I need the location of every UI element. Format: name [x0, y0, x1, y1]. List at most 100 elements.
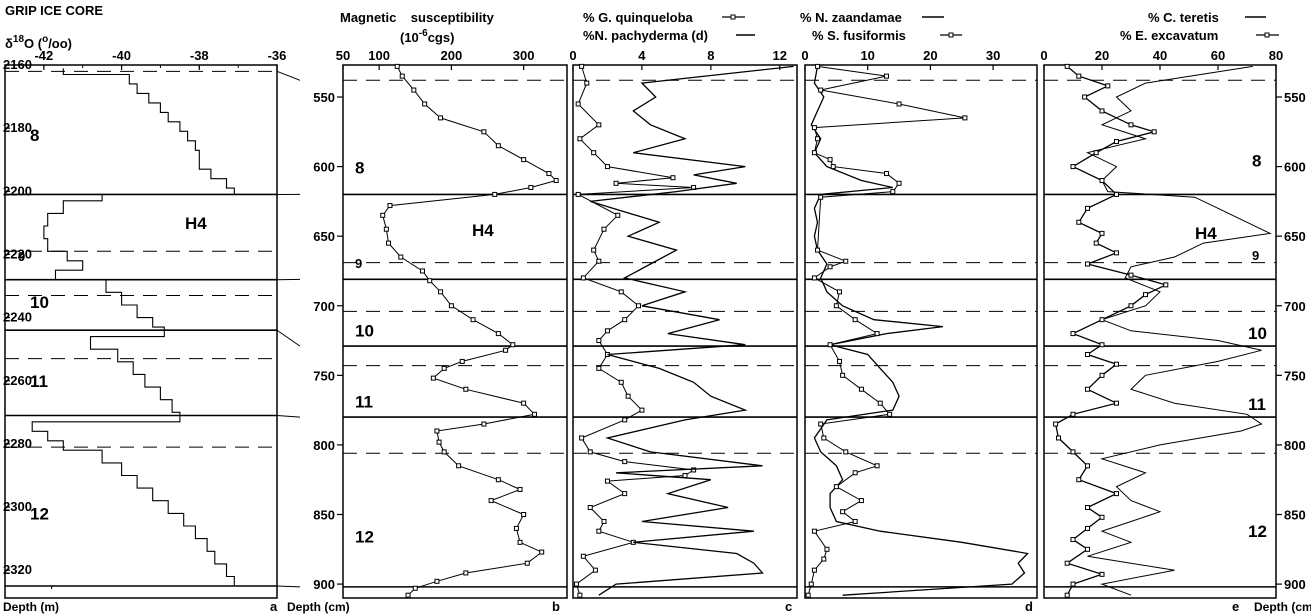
y-tick-label: 2320 — [3, 562, 32, 577]
data-point-e — [1085, 505, 1090, 511]
data-point-d — [821, 435, 827, 441]
data-point-c — [682, 473, 688, 479]
data-point-d — [818, 421, 824, 427]
data-point-e — [1114, 139, 1119, 145]
data-point-e — [1099, 317, 1105, 323]
data-point-e — [1093, 150, 1099, 156]
data-point-d — [808, 581, 814, 587]
data-point-d — [827, 264, 833, 270]
series-line-d-0 — [810, 66, 1029, 596]
right-y-tick-label: 800 — [1284, 438, 1306, 453]
correlation-line — [276, 329, 301, 347]
data-point-b — [383, 226, 389, 232]
data-point-b — [430, 375, 436, 381]
data-point-c — [604, 478, 610, 484]
panel-a-frame — [4, 64, 278, 599]
data-point-e — [1151, 129, 1157, 135]
data-point-d — [858, 386, 864, 392]
stage-label-e: 8 — [1252, 152, 1261, 171]
right-y-tick-label: 750 — [1284, 368, 1306, 383]
stage-label-e: 10 — [1248, 324, 1267, 343]
data-point-c — [596, 122, 602, 128]
legend-marker-fusiformis — [940, 32, 962, 38]
data-point-c — [577, 592, 583, 598]
data-point-e — [1064, 592, 1070, 598]
data-point-d — [840, 509, 846, 515]
data-point-d — [830, 164, 836, 170]
data-point-e — [1085, 386, 1090, 392]
y-tick-label: 900 — [313, 577, 335, 592]
data-point-c — [625, 393, 631, 399]
data-point-b — [495, 331, 501, 337]
data-point-b — [481, 129, 487, 135]
correlation-line — [276, 70, 301, 81]
data-point-b — [441, 449, 447, 455]
data-point-d — [858, 498, 864, 504]
right-y-tick-label: 600 — [1284, 160, 1306, 175]
stage-label-b: 10 — [355, 321, 374, 340]
data-point-c — [591, 150, 597, 156]
x-tick-label: -38 — [190, 48, 209, 63]
y-tick-label: 700 — [313, 299, 335, 314]
data-point-e — [1105, 83, 1111, 89]
data-point-e — [1070, 411, 1076, 417]
data-point-b — [463, 386, 469, 392]
panel-letter-c: c — [785, 599, 792, 614]
data-point-d — [840, 372, 846, 378]
mid-depth-label: Depth (cm) — [287, 600, 350, 614]
series-line-d-1 — [807, 65, 966, 596]
series-line-e-0 — [1086, 65, 1272, 596]
y-tick-label: 2200 — [3, 183, 32, 198]
x-tick-label: 8 — [707, 48, 714, 63]
data-point-d — [852, 317, 858, 323]
permil-oo: /oo) — [48, 36, 72, 51]
data-point-e — [1128, 303, 1134, 309]
data-point-e — [1099, 178, 1105, 184]
data-point-b — [419, 268, 425, 274]
data-point-b — [510, 342, 516, 348]
stage-label-b: H4 — [472, 221, 494, 240]
data-point-b — [553, 178, 559, 184]
data-point-d — [815, 136, 821, 142]
panel-a-xlabel: δ18O (o/oo) — [5, 34, 72, 51]
permil-superscript: o — [42, 34, 48, 45]
data-point-c — [639, 407, 645, 413]
panel-b-xlabel: (10-6cgs) — [400, 28, 454, 45]
data-point-b — [481, 421, 487, 427]
data-point-e — [1076, 219, 1082, 225]
right-y-tick-label: 850 — [1284, 508, 1306, 523]
data-point-d — [874, 463, 880, 469]
y-tick-label: 2180 — [3, 120, 32, 135]
data-point-b — [517, 486, 523, 492]
y-tick-label: 2280 — [3, 436, 32, 451]
data-point-c — [579, 435, 585, 441]
data-point-d — [827, 157, 833, 163]
delta-symbol: δ — [5, 36, 13, 51]
data-point-c — [577, 136, 583, 142]
data-point-e — [1085, 463, 1090, 469]
panel-a-title: GRIP ICE CORE — [5, 3, 103, 18]
stage-label-b: 9 — [355, 256, 362, 271]
data-point-e — [1064, 560, 1070, 566]
panel-c-frame — [572, 64, 798, 599]
data-point-b — [524, 560, 530, 566]
data-point-e — [1099, 108, 1105, 114]
data-point-b — [488, 498, 494, 504]
data-point-d — [824, 546, 830, 552]
data-point-e — [1070, 164, 1076, 170]
data-point-c — [622, 491, 628, 497]
panel-c-legend-2: %N. pachyderma (d) — [583, 28, 708, 43]
units-base: (10 — [400, 30, 419, 45]
stage-label-e: 12 — [1248, 522, 1267, 541]
x-tick-label: -40 — [112, 48, 131, 63]
x-tick-label: 80 — [1269, 48, 1283, 63]
data-point-c — [613, 180, 619, 186]
x-tick-label: 30 — [986, 48, 1000, 63]
data-point-d — [852, 470, 858, 476]
y-tick-label: 650 — [313, 229, 335, 244]
data-point-b — [528, 184, 534, 190]
stage-label-a: 8 — [30, 126, 39, 145]
stage-label-a: H4 — [185, 214, 207, 233]
y-tick-label: 2300 — [3, 499, 32, 514]
